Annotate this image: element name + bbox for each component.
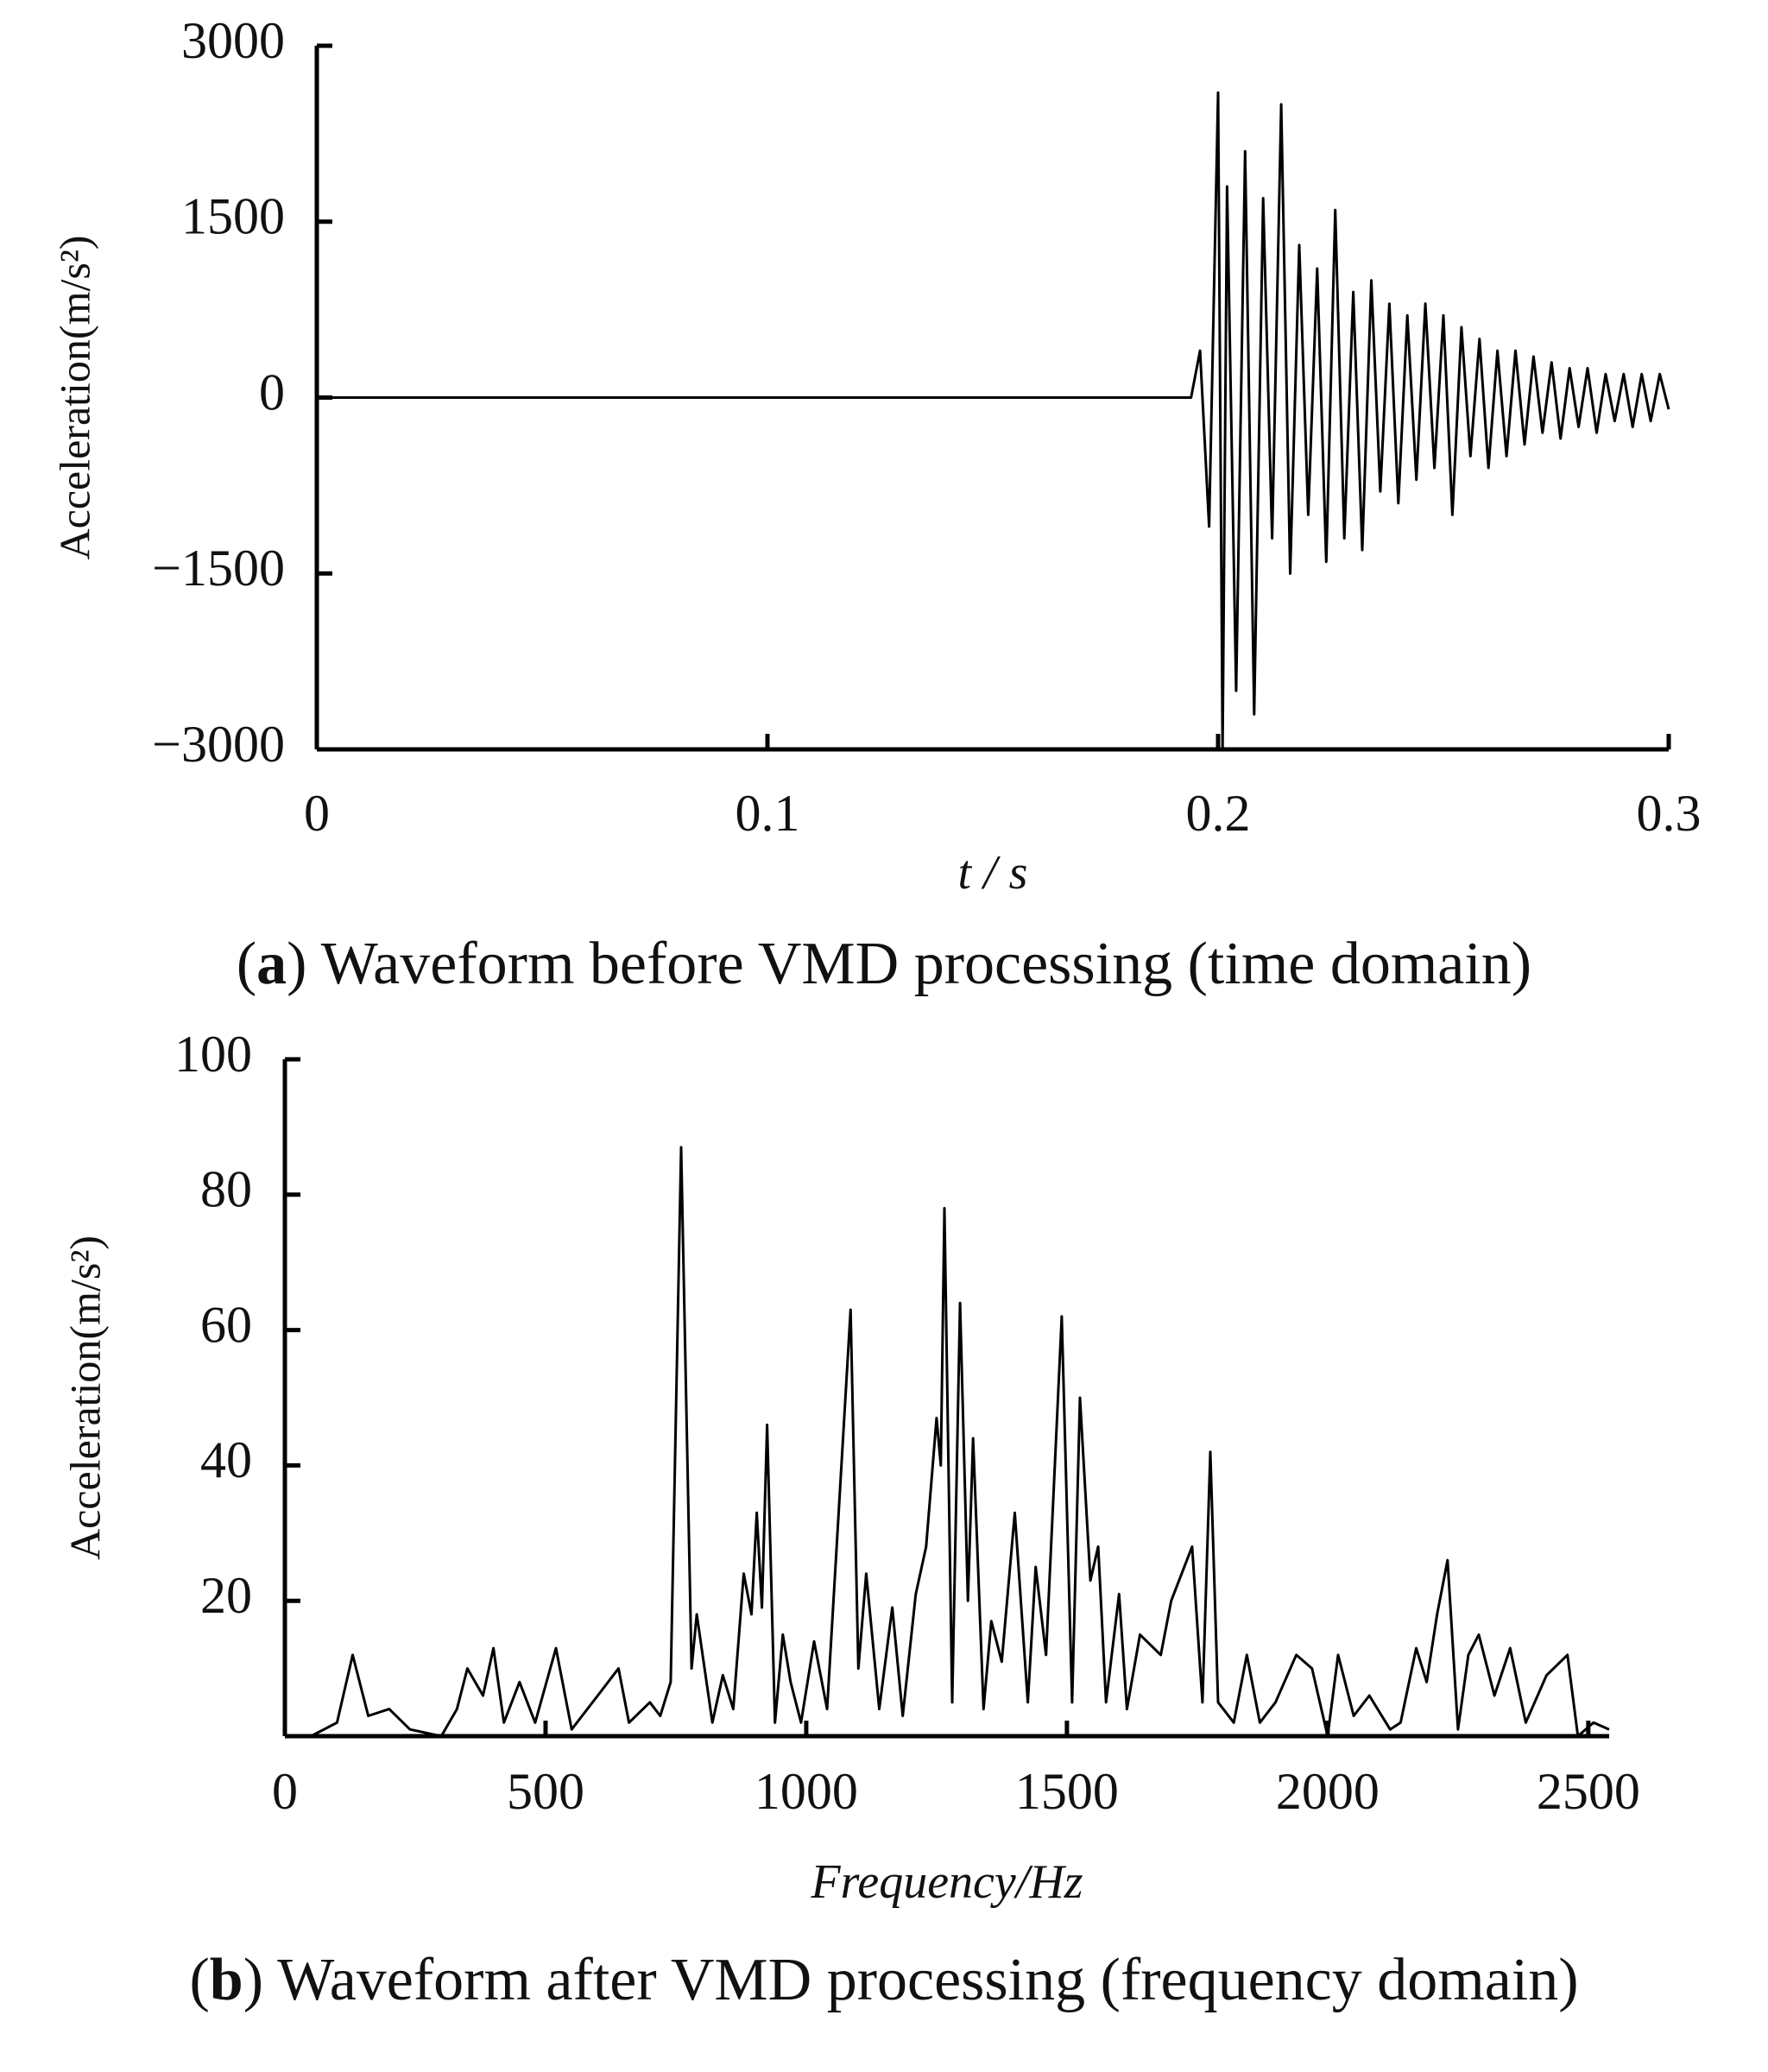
x-tick-label: 0 — [272, 1763, 298, 1820]
y-tick-label: 1500 — [181, 188, 285, 245]
y-tick-label: 100 — [174, 1026, 252, 1083]
caption-part: ( — [237, 931, 256, 997]
x-tick-label: 0.3 — [1637, 785, 1702, 842]
data-line — [317, 91, 1670, 751]
y-axis-title: Acceleration(m/s²) — [60, 1235, 109, 1560]
caption-part: a — [256, 931, 287, 997]
y-tick-label: −1500 — [152, 540, 285, 597]
caption: (a) Waveform before VMD processing (time… — [237, 931, 1531, 997]
y-tick-label: 60 — [200, 1296, 252, 1353]
x-tick-label: 1000 — [755, 1763, 858, 1820]
y-tick-label: −3000 — [152, 716, 285, 773]
caption: (b) Waveform after VMD processing (frequ… — [189, 1947, 1578, 2013]
x-axis-title: t / s — [958, 846, 1028, 900]
y-tick-label: 3000 — [181, 12, 285, 69]
x-tick-label: 0 — [304, 785, 330, 842]
y-tick-label: 20 — [200, 1567, 252, 1624]
x-tick-label: 0.2 — [1186, 785, 1251, 842]
caption-part: b — [210, 1947, 243, 2013]
y-axis-title: Acceleration(m/s²) — [50, 236, 98, 560]
y-tick-label: 80 — [200, 1161, 252, 1218]
x-tick-label: 500 — [507, 1763, 584, 1820]
x-tick-label: 2500 — [1537, 1763, 1640, 1820]
chart: −3000 −1500 0 1500 3000 0 0.1 0.2 0.3 t / s Accele… — [50, 12, 1701, 997]
y-tick-label: 40 — [200, 1431, 252, 1488]
data-line — [310, 1146, 1610, 1738]
x-tick-label: 1500 — [1015, 1763, 1119, 1820]
x-tick-label: 2000 — [1276, 1763, 1380, 1820]
x-tick-label: 0.1 — [736, 785, 800, 842]
caption-part: ( — [189, 1947, 209, 2013]
x-axis-title: Frequency/Hz — [810, 1855, 1083, 1909]
caption-part: ) Waveform after VMD processing (frequen… — [243, 1947, 1579, 2013]
y-tick-label: 0 — [259, 363, 285, 420]
caption-part: ) Waveform before VMD processing (time d… — [287, 931, 1531, 997]
